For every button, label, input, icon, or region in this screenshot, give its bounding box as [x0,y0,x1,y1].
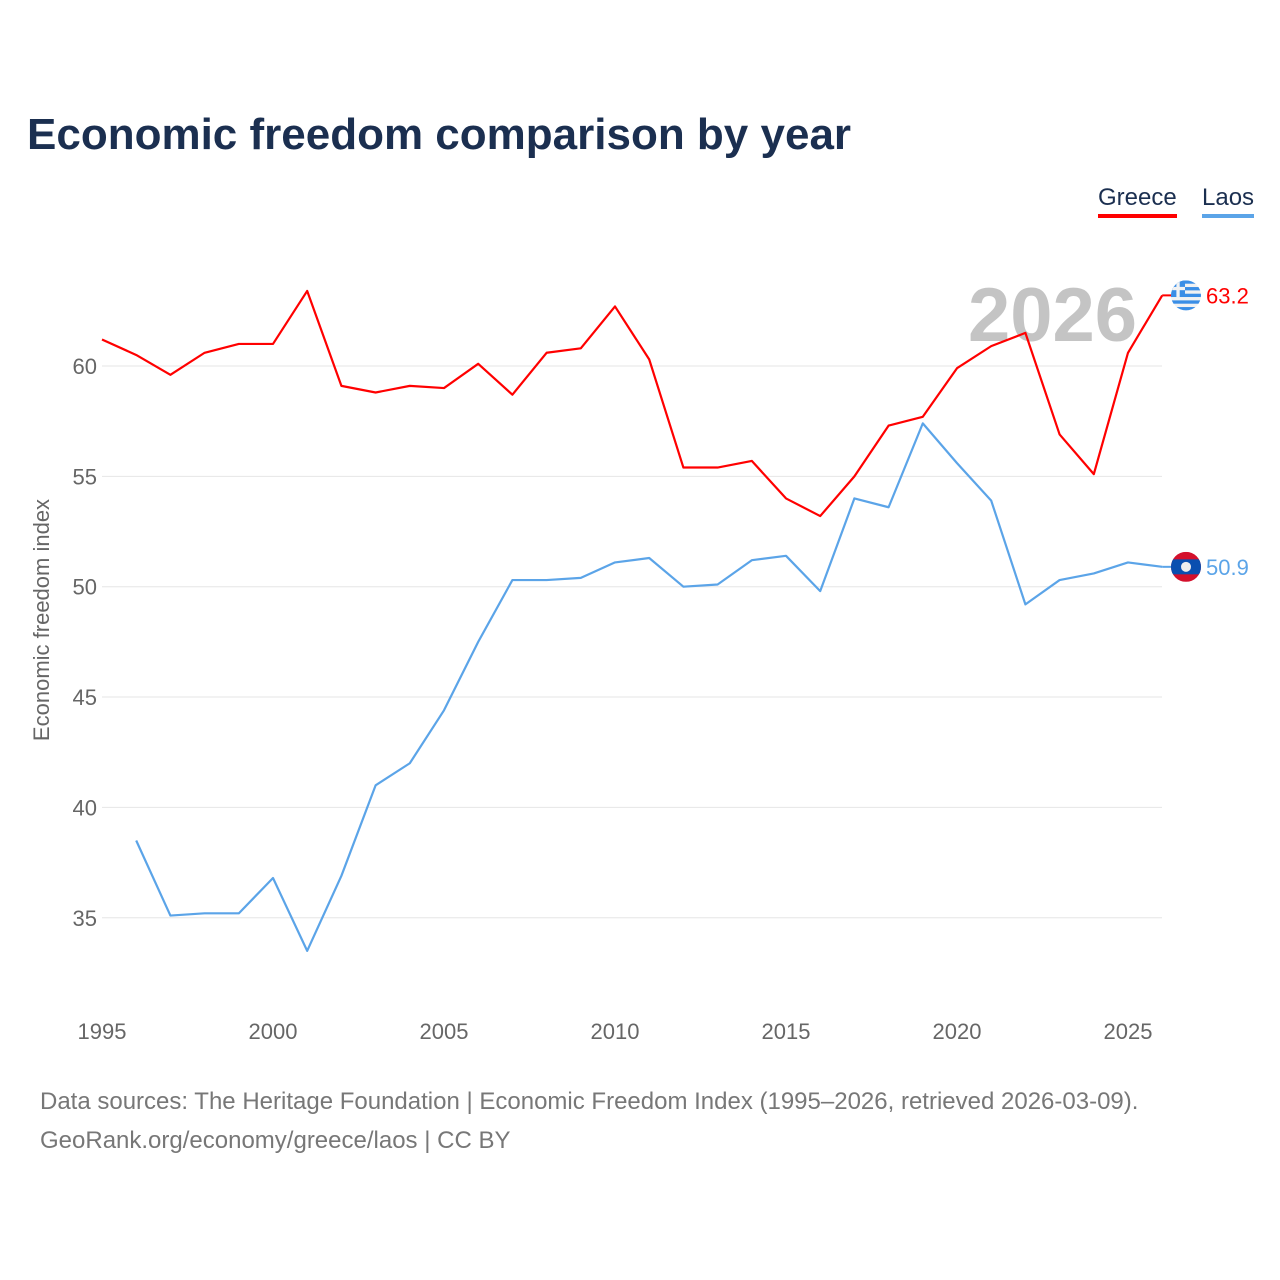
x-tick-label: 2000 [249,1019,298,1044]
y-tick-label: 35 [73,906,97,931]
legend-laos[interactable]: Laos [1202,184,1255,218]
data-source: Data sources: The Heritage Foundation | … [40,1088,1139,1115]
laos-flag-icon [1171,551,1201,582]
series-line-greece [101,289,1164,518]
x-tick-label: 2010 [591,1019,640,1044]
y-tick-label: 45 [73,685,97,710]
y-tick-label: 40 [73,795,97,820]
series-line-laos [135,422,1163,952]
x-tick-label: 1995 [78,1019,127,1044]
x-tick-label: 2020 [933,1019,982,1044]
x-tick-label: 2005 [420,1019,469,1044]
greece-flag-icon [1171,280,1201,311]
end-value-label-greece: 63.2 [1206,283,1249,308]
chart-title: Economic freedom comparison by year [27,110,852,159]
y-tick-label: 55 [73,464,97,489]
x-tick-label: 2025 [1104,1019,1153,1044]
end-value-label-laos: 50.9 [1206,555,1249,580]
y-tick-label: 60 [73,354,97,379]
y-tick-label: 50 [73,575,97,600]
source-link[interactable]: GeoRank.org/economy/greece/laos | CC BY [40,1127,511,1154]
x-tick-label: 2015 [762,1019,811,1044]
legend-greece[interactable]: Greece [1098,184,1177,218]
